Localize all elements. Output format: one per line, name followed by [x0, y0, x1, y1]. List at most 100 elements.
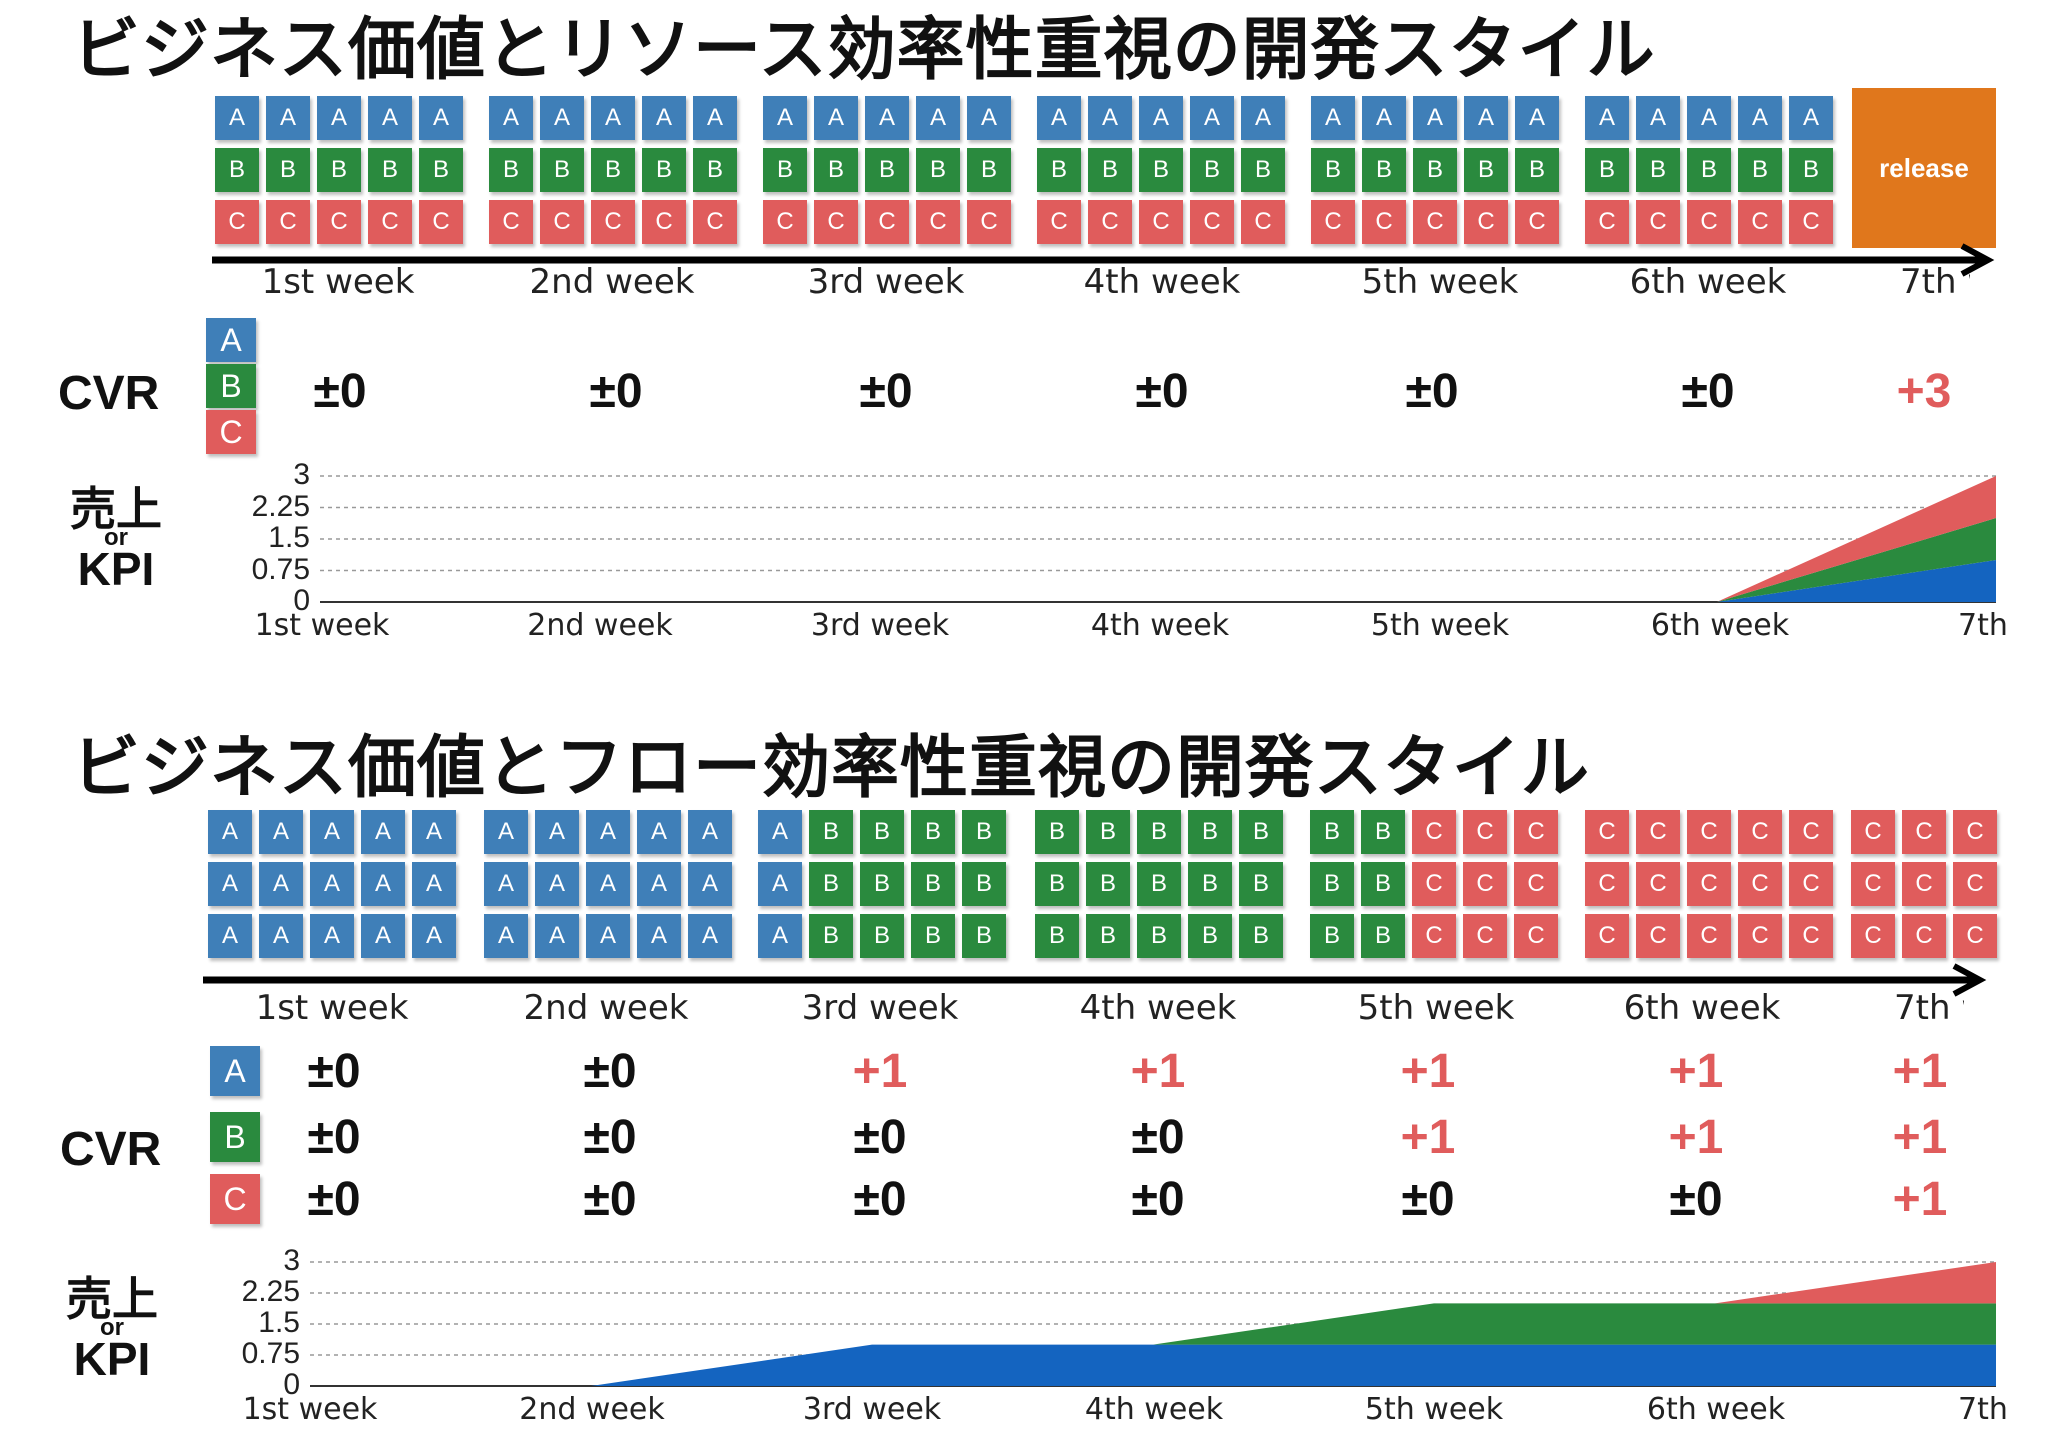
- x-tick-label: 1st week: [242, 1392, 378, 1427]
- task-cell-c: C: [1190, 200, 1234, 244]
- task-cell-a: A: [637, 810, 681, 854]
- task-cell-a: A: [208, 914, 252, 958]
- task-cell-b: B: [814, 148, 858, 192]
- task-cell-a: A: [1687, 96, 1731, 140]
- task-cell-a: A: [967, 96, 1011, 140]
- task-cell-c: C: [1514, 810, 1558, 854]
- timeline-arrowhead: [1952, 963, 1987, 997]
- task-cell-b: B: [763, 148, 807, 192]
- task-cell-b: B: [1310, 862, 1354, 906]
- task-cell-c: C: [1851, 914, 1895, 958]
- task-cell-c: C: [1515, 200, 1559, 244]
- task-cell-c: C: [1464, 200, 1508, 244]
- task-cell-a: A: [763, 96, 807, 140]
- task-cell-c: C: [317, 200, 361, 244]
- task-cell-b: B: [1035, 862, 1079, 906]
- task-cell-c: C: [1463, 810, 1507, 854]
- cvr-value: +1: [1130, 1045, 1186, 1098]
- y-tick-label: 3: [293, 458, 310, 491]
- task-cell-b: B: [693, 148, 737, 192]
- task-cell-b: B: [1585, 148, 1629, 192]
- task-cell-c: C: [368, 200, 412, 244]
- kpi-label-top: 売上: [70, 483, 162, 535]
- task-cell-b: B: [1190, 148, 1234, 192]
- task-cell-c: C: [642, 200, 686, 244]
- task-cell-a: A: [361, 914, 405, 958]
- task-cell-c: C: [1902, 914, 1946, 958]
- cvr-value: ±0: [853, 1111, 907, 1164]
- section2-kpi-label: 売上 or KPI: [62, 1276, 162, 1382]
- task-cell-a: A: [591, 96, 635, 140]
- cvr-value: ±0: [307, 1045, 361, 1098]
- cvr-value: +3: [1896, 365, 1952, 418]
- task-cell-b: B: [1188, 914, 1232, 958]
- task-cell-b: B: [1239, 810, 1283, 854]
- x-tick-label: 6th week: [1646, 1392, 1786, 1427]
- task-cell-b: B: [215, 148, 259, 192]
- task-cell-c: C: [489, 200, 533, 244]
- task-cell-c: C: [1585, 200, 1629, 244]
- task-cell-b: B: [1139, 148, 1183, 192]
- cvr-value: ±0: [583, 1045, 637, 1098]
- cvr-value: +1: [1668, 1111, 1724, 1164]
- task-cell-b: B: [1035, 810, 1079, 854]
- task-cell-b: B: [419, 148, 463, 192]
- task-cell-c: C: [763, 200, 807, 244]
- task-cell-b: B: [1037, 148, 1081, 192]
- task-cell-c: C: [266, 200, 310, 244]
- task-cell-a: A: [310, 862, 354, 906]
- task-cell-a: A: [1037, 96, 1081, 140]
- task-cell-c: C: [1902, 810, 1946, 854]
- task-cell-b: B: [266, 148, 310, 192]
- task-cell-b: B: [1361, 810, 1405, 854]
- task-cell-c: C: [1463, 914, 1507, 958]
- cvr-value: ±0: [583, 1111, 637, 1164]
- task-cell-c: C: [1585, 810, 1629, 854]
- task-cell-a: A: [535, 810, 579, 854]
- task-cell-c: C: [1636, 810, 1680, 854]
- cvr-value: ±0: [1669, 1173, 1723, 1226]
- task-cell-a: A: [1464, 96, 1508, 140]
- cvr-value: +1: [1892, 1045, 1948, 1098]
- task-cell-a: A: [361, 810, 405, 854]
- task-cell-a: A: [310, 810, 354, 854]
- week-label: 4th week: [1079, 988, 1237, 1028]
- cvr-value: ±0: [583, 1173, 637, 1226]
- task-cell-c: C: [1585, 914, 1629, 958]
- task-cell-b: B: [962, 862, 1006, 906]
- kpi-label-bottom: KPI: [77, 543, 155, 595]
- task-cell-a: A: [1738, 96, 1782, 140]
- task-cell-a: A: [419, 96, 463, 140]
- task-cell-b: B: [809, 862, 853, 906]
- x-tick-label: 2nd week: [527, 608, 673, 643]
- task-cell-c: C: [419, 200, 463, 244]
- task-cell-c: C: [1463, 862, 1507, 906]
- task-cell-c: C: [1636, 862, 1680, 906]
- task-cell-b: B: [1086, 914, 1130, 958]
- week-label: 6th week: [1623, 988, 1781, 1028]
- task-cell-b: B: [1088, 148, 1132, 192]
- task-cell-a: A: [535, 914, 579, 958]
- task-cell-b: B: [1310, 914, 1354, 958]
- area-series-b: [310, 1303, 1996, 1386]
- task-cell-b: B: [1361, 862, 1405, 906]
- cvr-value: ±0: [589, 365, 643, 418]
- task-cell-c: C: [1789, 914, 1833, 958]
- task-cell-a: A: [310, 914, 354, 958]
- task-cell-a: A: [758, 862, 802, 906]
- task-cell-a: A: [688, 862, 732, 906]
- task-cell-c: C: [1514, 862, 1558, 906]
- task-cell-b: B: [489, 148, 533, 192]
- section1-legend-c: C: [206, 410, 256, 454]
- y-tick-label: 0.75: [251, 552, 310, 586]
- task-cell-a: A: [266, 96, 310, 140]
- task-cell-a: A: [1241, 96, 1285, 140]
- x-tick-label: 5th week: [1370, 608, 1510, 643]
- section2-cvr-label: CVR: [60, 1123, 162, 1176]
- task-cell-a: A: [1585, 96, 1629, 140]
- task-cell-b: B: [1687, 148, 1731, 192]
- task-cell-c: C: [591, 200, 635, 244]
- task-cell-c: C: [1953, 914, 1997, 958]
- x-tick-label: 7th week: [1958, 1392, 2016, 1427]
